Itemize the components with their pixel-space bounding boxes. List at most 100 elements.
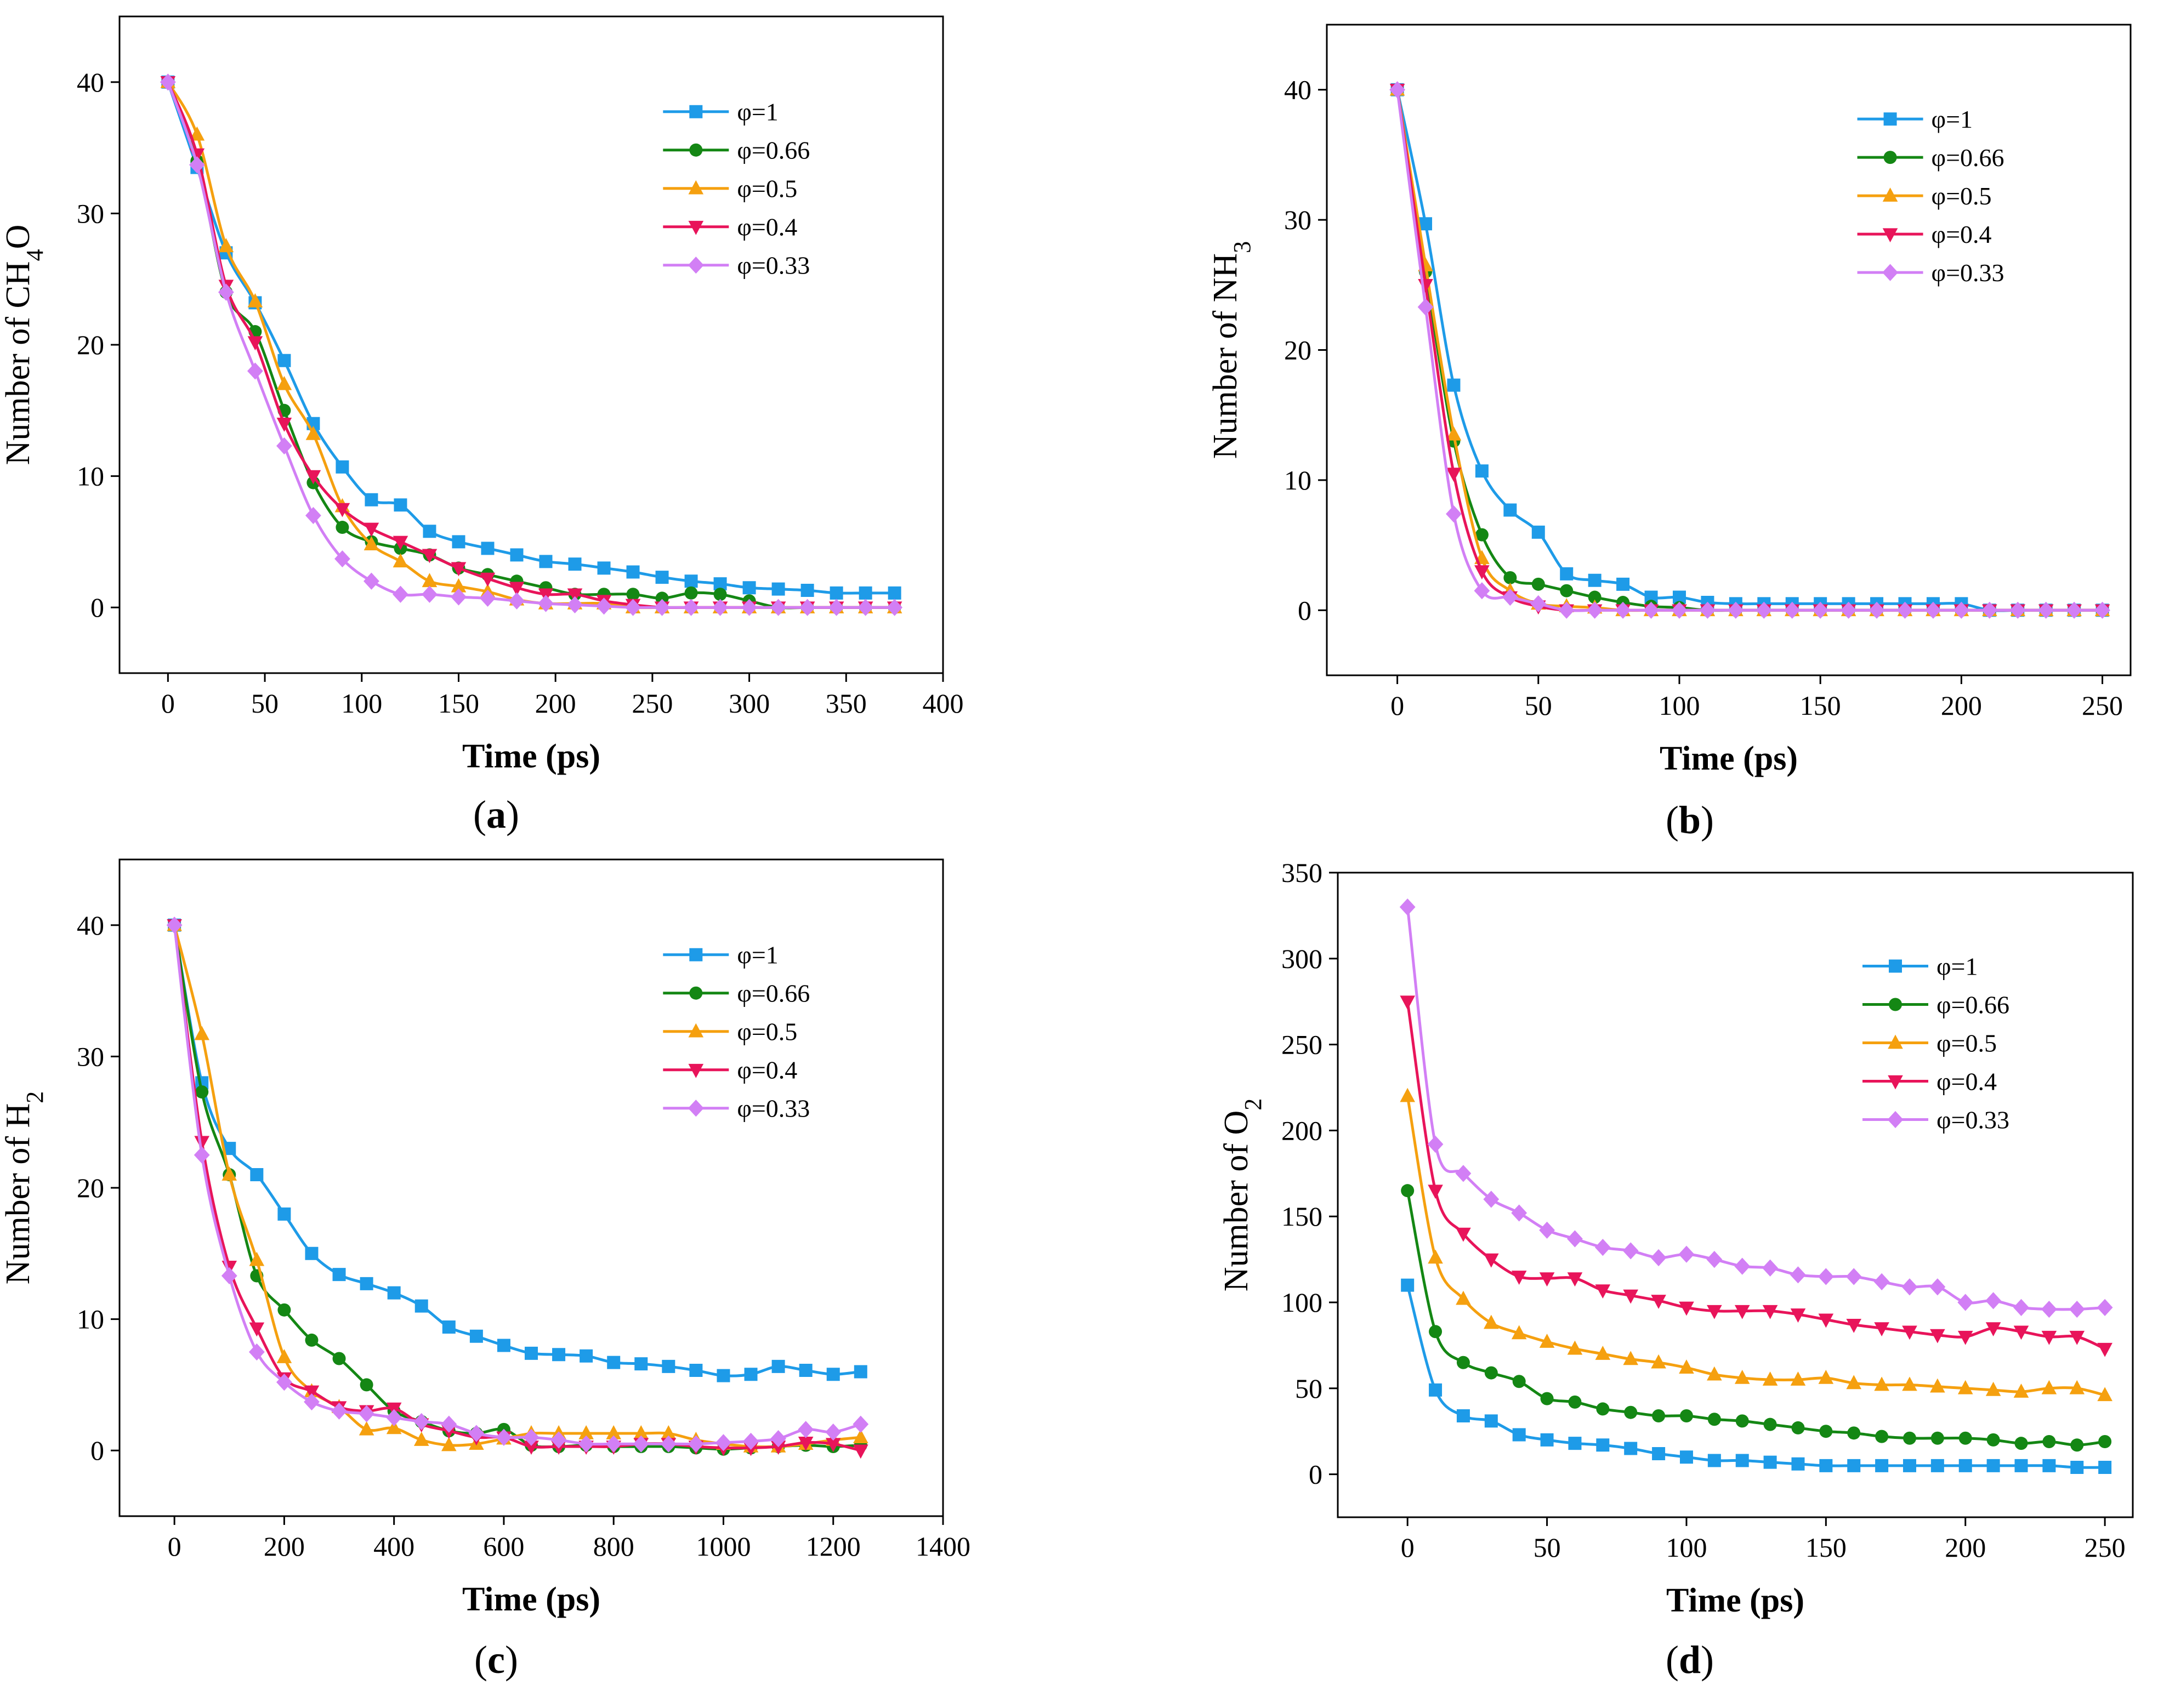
data-point (1624, 1442, 1638, 1455)
data-point (798, 1421, 814, 1438)
data-point (1958, 1431, 1972, 1445)
data-point (413, 1413, 430, 1431)
data-point (441, 1437, 457, 1451)
data-point (386, 1420, 402, 1434)
data-point (1539, 1334, 1555, 1348)
caption-close: ) (1701, 798, 1714, 842)
data-point (305, 425, 321, 440)
data-point (1957, 1380, 1973, 1394)
data-point (1475, 528, 1489, 542)
data-point (1889, 998, 1902, 1011)
data-point (1446, 426, 1462, 441)
data-point (1446, 468, 1462, 482)
data-point (1930, 1459, 1944, 1472)
data-point (277, 1303, 291, 1317)
data-point (1419, 217, 1433, 231)
y-tick-label: 250 (1281, 1029, 1322, 1060)
data-point (743, 1432, 759, 1450)
data-point (276, 1349, 292, 1363)
y-tick-label: 20 (77, 1172, 104, 1203)
data-point (1707, 1413, 1721, 1426)
data-point (332, 1352, 346, 1365)
legend: φ=1 φ=0.66 φ=0.5 φ=0.4 φ=0.33 (1857, 105, 2004, 287)
data-point (597, 561, 611, 575)
data-point (2013, 1384, 2029, 1398)
data-point (770, 1441, 786, 1455)
chart-panel-a: 0 50 100 150 200 250 300 350 400 0 10 20 30 40 Time (p… (0, 15, 964, 836)
data-point (336, 460, 349, 474)
data-point (684, 574, 698, 588)
data-point (770, 599, 786, 616)
y-tick-label: 10 (77, 461, 104, 492)
data-point (1902, 1376, 1917, 1391)
data-point (2038, 601, 2054, 619)
data-point (1531, 577, 1545, 591)
data-point (1790, 1308, 1806, 1323)
y-tick-label: 40 (77, 67, 104, 98)
data-point (510, 548, 524, 562)
data-point (859, 586, 872, 600)
data-point (221, 1267, 237, 1285)
x-tick-label: 600 (483, 1531, 524, 1562)
data-point (2013, 1325, 2029, 1340)
data-point (634, 1357, 648, 1371)
x-tick-label: 100 (1666, 1532, 1707, 1563)
legend-entry: φ=0.66 (1936, 991, 2009, 1019)
data-point (1985, 1292, 2002, 1310)
x-tick-label: 200 (1941, 690, 1982, 721)
data-point (423, 525, 436, 538)
plot-area (160, 73, 903, 616)
data-point (1503, 571, 1517, 584)
plot-frame (118, 858, 944, 1517)
data-point (1672, 590, 1686, 604)
data-point (1953, 601, 1969, 619)
data-point (1818, 1369, 1834, 1384)
legend-entry: φ=0.4 (737, 213, 797, 241)
data-point (770, 1430, 786, 1448)
data-point (1588, 590, 1602, 604)
data-point (798, 1437, 814, 1451)
data-point (1874, 1376, 1889, 1391)
data-point (1531, 525, 1545, 539)
legend-entry: φ=1 (737, 98, 779, 126)
data-point (250, 1168, 264, 1182)
data-point (1652, 1447, 1666, 1460)
data-point (2094, 601, 2110, 619)
data-point (1512, 1428, 1526, 1442)
data-point (468, 1425, 485, 1442)
x-tick-label: 200 (264, 1531, 305, 1562)
data-point (1958, 1459, 1972, 1472)
data-point (1389, 81, 1405, 99)
data-point (277, 354, 291, 367)
data-point (1819, 1425, 1833, 1438)
panel-caption: (d) (1666, 1638, 1714, 1682)
data-point (1784, 601, 1801, 619)
data-point (715, 1434, 731, 1451)
x-tick-label: 0 (161, 688, 175, 719)
panel-caption: (c) (474, 1638, 518, 1682)
data-point (857, 599, 874, 616)
data-point (305, 1246, 319, 1260)
data-point (1568, 1395, 1582, 1409)
data-point (1623, 1351, 1639, 1365)
y-axis-label: Number of NH3 (1207, 241, 1256, 459)
data-point (189, 126, 205, 141)
data-point (386, 1409, 402, 1426)
data-point (1456, 1290, 1471, 1305)
data-point (2066, 601, 2082, 619)
data-point (360, 1277, 373, 1290)
x-tick-label: 100 (1659, 690, 1700, 721)
data-point (393, 553, 408, 568)
data-point (525, 1346, 538, 1360)
data-point (1929, 1278, 1946, 1296)
data-point (1985, 1381, 2001, 1396)
data-point (688, 1435, 704, 1453)
data-point (1897, 601, 1913, 619)
data-point (1399, 898, 1416, 916)
data-point (826, 1368, 840, 1381)
caption-open: ( (1666, 798, 1679, 842)
data-point (451, 588, 467, 606)
series-φ=0.66 (1401, 1184, 2112, 1452)
data-point (1512, 1375, 1526, 1388)
data-point (1819, 1459, 1833, 1472)
